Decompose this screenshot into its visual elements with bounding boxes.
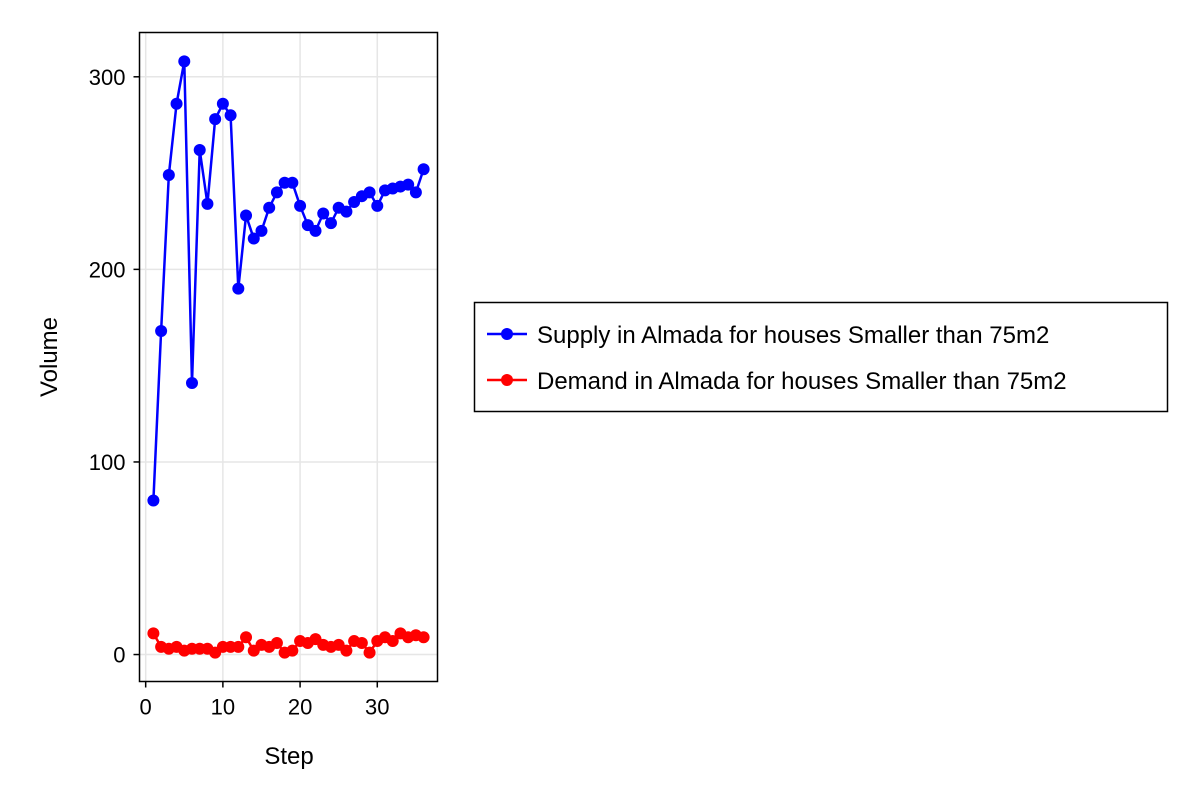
data-point <box>363 186 376 199</box>
data-point <box>294 199 307 212</box>
data-point <box>155 325 168 338</box>
series-0 <box>147 55 430 507</box>
data-point <box>255 224 268 237</box>
legend: Supply in Almada for houses Smaller than… <box>473 301 1169 413</box>
data-point <box>162 169 175 182</box>
data-point <box>363 646 376 659</box>
legend-box <box>473 301 1169 413</box>
legend-supply-label: Supply in Almada for houses Smaller than… <box>537 322 1049 349</box>
data-point <box>340 644 353 657</box>
data-point <box>224 109 237 122</box>
data-point <box>240 209 253 222</box>
data-point <box>417 163 430 176</box>
x-tick-label: 30 <box>365 695 389 720</box>
data-point <box>263 201 276 214</box>
data-point <box>147 494 160 507</box>
legend-demand-marker-icon <box>501 374 513 386</box>
x-tick-label: 0 <box>140 695 152 720</box>
data-point <box>286 644 299 657</box>
series-1 <box>147 627 430 659</box>
x-axis-title: Step <box>264 743 313 770</box>
data-point <box>216 97 229 110</box>
y-axis-title: Volume <box>36 317 63 397</box>
data-point <box>247 232 260 245</box>
data-point <box>409 186 422 199</box>
data-point <box>340 205 353 218</box>
data-point <box>178 55 191 68</box>
data-point <box>309 224 322 237</box>
y-tick-label: 0 <box>113 643 125 668</box>
data-point <box>270 186 283 199</box>
legend-supply-marker-icon <box>501 328 513 340</box>
data-point <box>185 376 198 389</box>
series-line <box>152 60 425 501</box>
series-layer <box>147 55 430 659</box>
data-point <box>317 207 330 220</box>
data-point <box>386 635 399 648</box>
data-point <box>201 197 214 210</box>
data-point <box>232 282 245 295</box>
x-tick-label: 10 <box>211 695 235 720</box>
plot-frame <box>138 31 439 683</box>
data-point <box>417 631 430 644</box>
data-point <box>270 636 283 649</box>
legend-demand-label: Demand in Almada for houses Smaller than… <box>537 368 1067 395</box>
data-point <box>371 199 384 212</box>
data-point <box>209 113 222 126</box>
grid-layer <box>139 32 438 682</box>
y-tick-label: 100 <box>89 450 126 475</box>
legend-entry-demand: Demand in Almada for houses Smaller than… <box>487 368 1067 395</box>
data-point <box>170 97 183 110</box>
y-tick-label: 200 <box>89 257 126 282</box>
y-tick-label: 300 <box>89 65 126 90</box>
data-point <box>147 627 160 640</box>
legend-entry-supply: Supply in Almada for houses Smaller than… <box>487 322 1049 349</box>
data-point <box>193 143 206 156</box>
data-point <box>232 640 245 653</box>
data-point <box>286 176 299 189</box>
data-point <box>402 178 415 191</box>
x-tick-label: 20 <box>288 695 312 720</box>
data-point <box>355 636 368 649</box>
data-point <box>240 631 253 644</box>
data-point <box>324 217 337 230</box>
